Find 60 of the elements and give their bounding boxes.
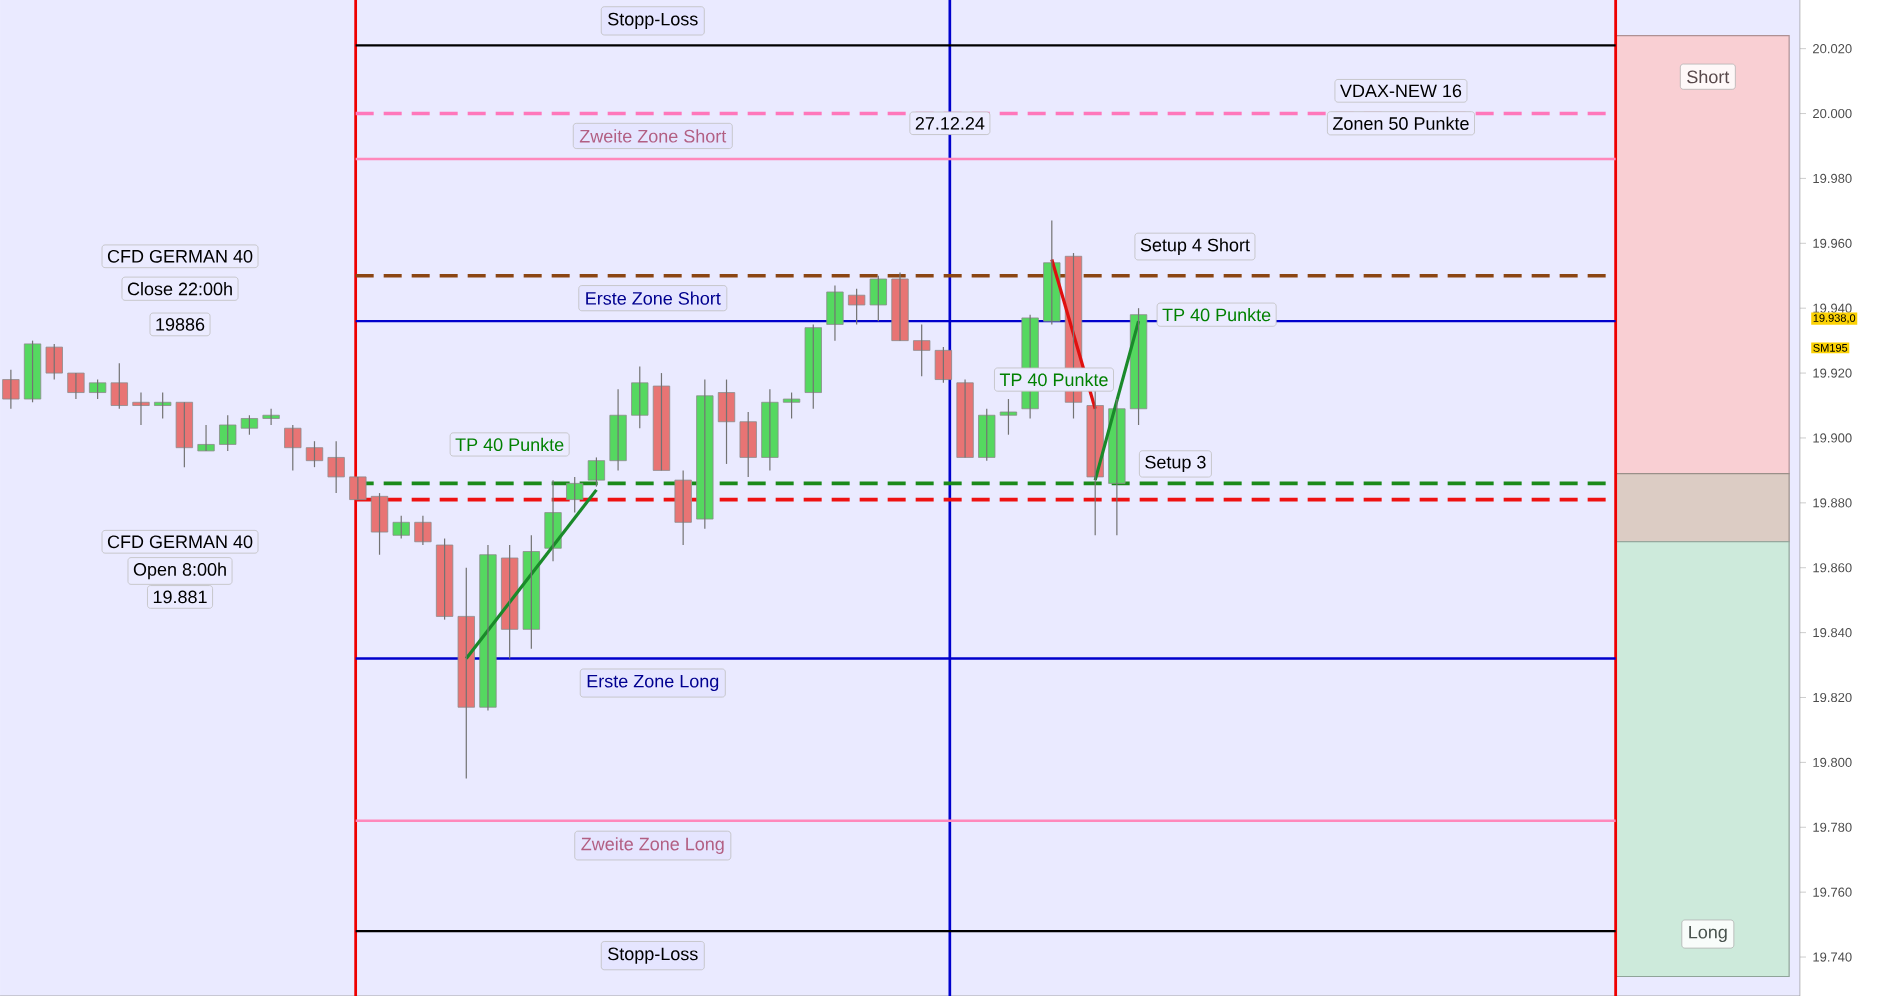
band-label: Short: [1687, 70, 1730, 84]
candlestick: [197, 424, 215, 452]
annotation: Close 22:00h: [127, 282, 232, 296]
annotation: TP 40 Punkte: [999, 372, 1108, 387]
candlestick: [717, 378, 736, 465]
candlestick: [262, 408, 280, 426]
ref-line-label: Zweite Zone Long: [581, 837, 724, 854]
candlestick: [978, 408, 996, 462]
candlestick: [761, 388, 779, 472]
candlestick: [674, 469, 692, 546]
candlestick: [435, 537, 454, 621]
annotation: TP 40 Punkte: [1162, 308, 1271, 322]
candlestick: [782, 391, 801, 420]
candlestick: [891, 271, 909, 342]
candlestick: [457, 567, 475, 780]
candlestick: [696, 378, 714, 530]
annotation: Setup 4 Short: [1140, 238, 1250, 255]
candlestick: [566, 476, 584, 514]
annotation: CFD GERMAN 40: [107, 249, 253, 263]
candlestick: [1086, 388, 1104, 536]
candlestick: [392, 515, 410, 540]
candlestick: [23, 340, 42, 403]
candlestick: [305, 440, 324, 468]
annotation: CFD GERMAN 40: [107, 535, 253, 549]
candlestick: [132, 391, 150, 426]
annotation: TP 40 Punkte: [455, 437, 564, 452]
candlestick: [1043, 220, 1061, 326]
candlestick: [609, 388, 627, 472]
candlestick: [370, 492, 389, 556]
candlestick: [414, 515, 432, 546]
band-label: Long: [1689, 925, 1727, 943]
annotation: Open 8:00h: [133, 562, 226, 580]
annotation: 19.881: [153, 590, 207, 604]
annotation: Zonen 50 Punkte: [1332, 116, 1469, 130]
candlestick: [45, 343, 63, 381]
candlestick: [587, 456, 606, 488]
candlestick: [956, 378, 974, 459]
candlestick: [284, 424, 302, 472]
candlestick: [327, 440, 345, 494]
annotation: Setup 3: [1145, 455, 1206, 473]
annotation: VDAX-NEW 16: [1340, 84, 1462, 98]
ref-line-label: Stopp-Loss: [608, 12, 698, 30]
candlestick: [2, 369, 20, 410]
candlestick: [631, 365, 649, 429]
candlestick: [739, 411, 757, 478]
ref-line-label: Erste Zone Long: [587, 674, 719, 692]
candlestick: [826, 284, 844, 342]
candlestick: [219, 414, 237, 452]
ref-line-label: Zweite Zone Short: [579, 129, 727, 143]
candlestick: [652, 372, 671, 472]
ref-line-label: Erste Zone Short: [586, 291, 721, 305]
candlestick: [240, 414, 259, 436]
candlestick: [479, 544, 497, 712]
ref-line-label: Stopp-Loss: [608, 947, 698, 964]
candlestick: [804, 323, 822, 410]
candlestick: [349, 476, 367, 501]
candlestick: [67, 372, 85, 400]
annotation: 19886: [156, 318, 205, 331]
annotation: 27.12.24: [915, 116, 985, 130]
candlestick: [999, 398, 1018, 436]
